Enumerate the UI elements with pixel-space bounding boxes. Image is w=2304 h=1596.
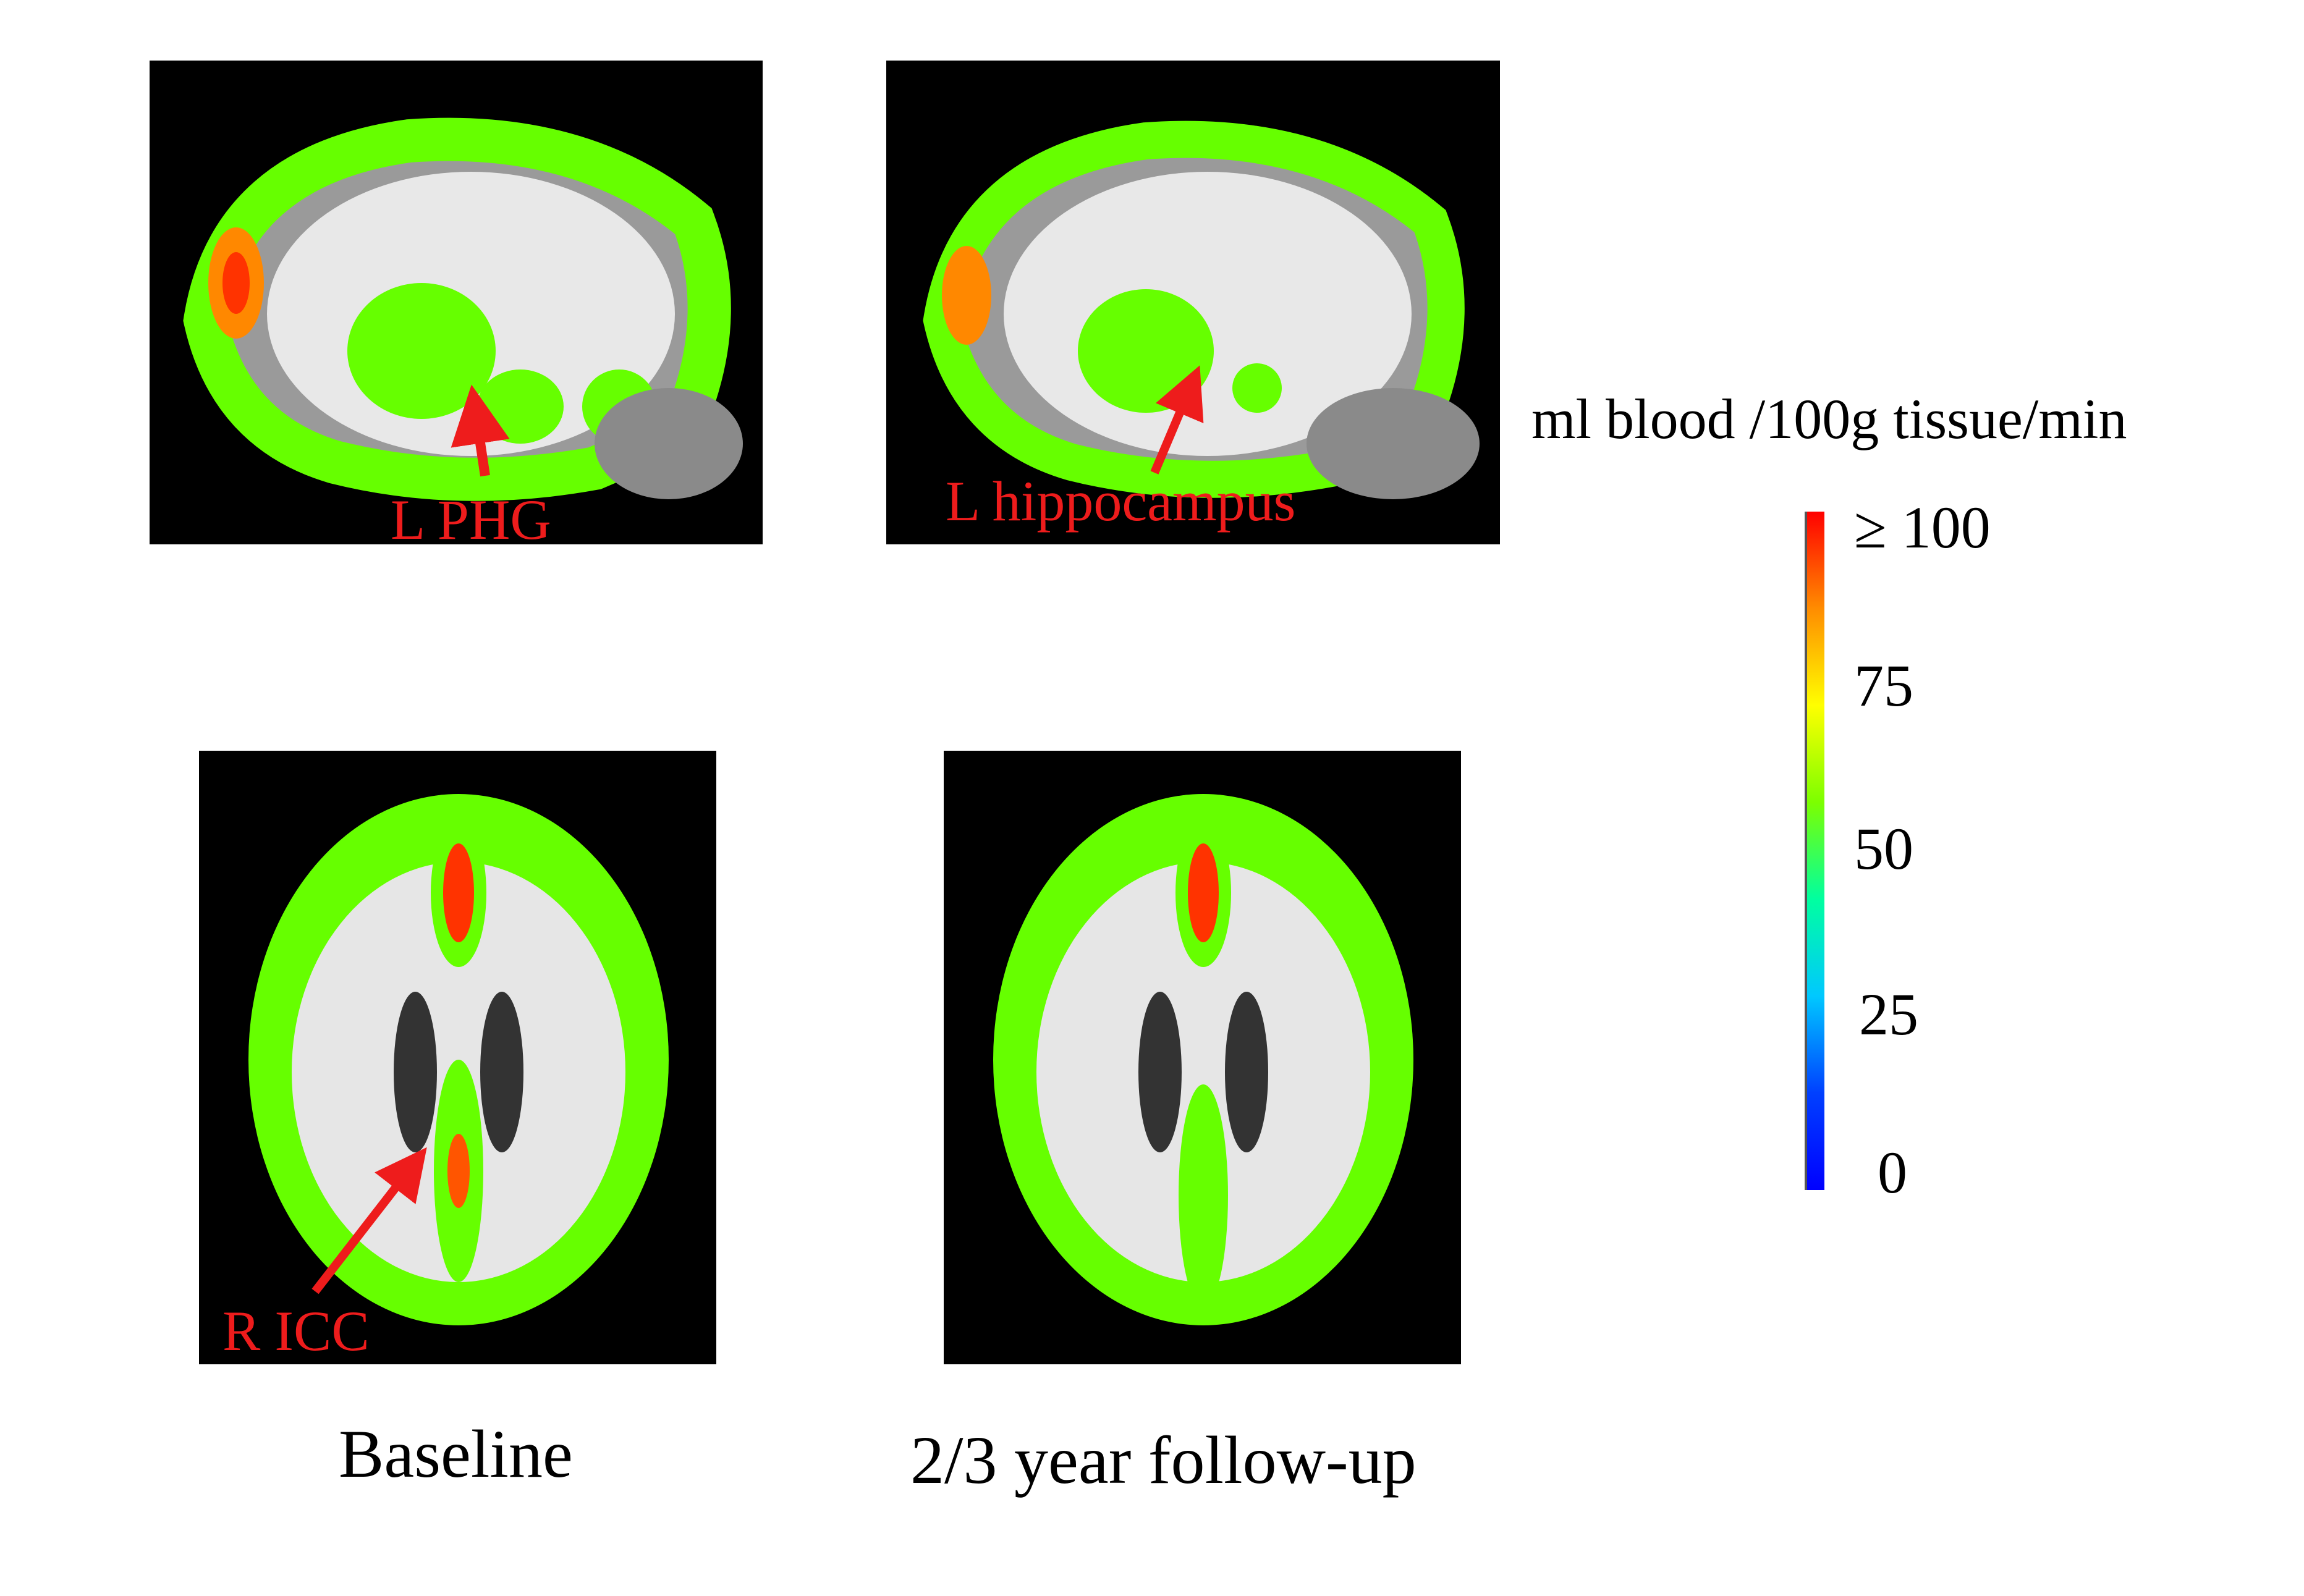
colorbar-tick-0: 0: [1878, 1139, 1907, 1205]
sagittal-baseline-image: [150, 61, 763, 544]
axial-followup-brain: [993, 794, 1413, 1325]
axial-baseline-brain: [248, 794, 669, 1325]
label-r-icc: R ICC: [222, 1299, 370, 1362]
axial-followup-image: [944, 751, 1461, 1364]
label-l-phg: L PHG: [391, 488, 551, 551]
colorbar-title: ml blood /100g tissue/min: [1531, 387, 2127, 450]
sagittal-followup-brain: [923, 120, 1480, 499]
colorbar-tick-75: 75: [1854, 652, 1913, 719]
colorbar-tick-50: 50: [1854, 816, 1913, 882]
colorbar-tick-25: 25: [1859, 981, 1918, 1047]
colorbar: [1805, 512, 1824, 1190]
sagittal-baseline-brain: [183, 117, 743, 501]
caption-baseline: Baseline: [339, 1416, 573, 1492]
colorbar-tick-100: ≥ 100: [1854, 494, 1991, 560]
label-l-hippocampus: L hippocampus: [946, 470, 1296, 533]
caption-followup: 2/3 year follow-up: [910, 1422, 1417, 1498]
axial-baseline-image: [199, 751, 716, 1364]
